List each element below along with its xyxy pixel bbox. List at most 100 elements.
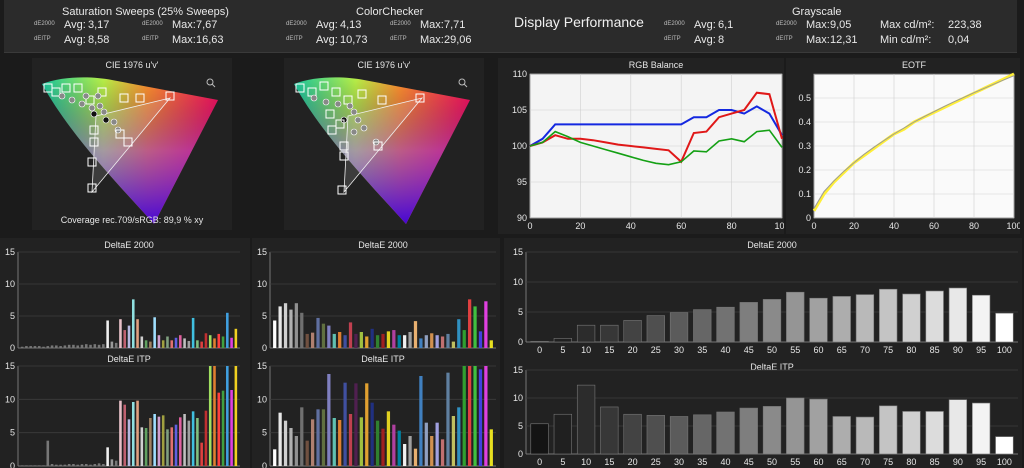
bar: [63, 464, 67, 466]
bar: [408, 436, 412, 466]
y-tick-label: 5: [518, 307, 523, 317]
x-tick-label: 40: [626, 221, 636, 231]
x-tick-label: 70: [860, 457, 870, 467]
bar: [332, 418, 336, 466]
bar: [50, 345, 54, 348]
target-marker: [87, 183, 97, 193]
bar: [144, 340, 148, 348]
bar: [72, 344, 75, 348]
y-tick-label: 0: [10, 343, 15, 352]
bar: [553, 413, 572, 455]
y-tick-label: 5: [262, 311, 267, 321]
bar: [136, 319, 139, 348]
bar: [161, 415, 165, 466]
target-marker: [85, 95, 95, 105]
target-marker: [97, 87, 107, 97]
bar: [310, 332, 315, 348]
bar: [348, 414, 353, 466]
bar: [424, 335, 428, 348]
bar: [413, 321, 418, 348]
bar: [174, 424, 178, 466]
measured-point: [310, 94, 318, 102]
bar: [187, 340, 191, 348]
bar: [440, 439, 445, 466]
bar: [55, 345, 58, 348]
bar: [153, 317, 156, 348]
measured-point: [94, 92, 102, 100]
bar: [29, 346, 32, 348]
bar: [123, 404, 127, 466]
gs-itp-label-2: dEITP: [776, 36, 793, 42]
saturation-deltae2000-chart: DeltaE 2000 0 5 10 15: [0, 238, 250, 352]
bar: [386, 411, 391, 466]
bar: [354, 383, 358, 466]
bar: [832, 416, 851, 455]
cie-chart-1: CIE 1976 u'v' Coverage rec.709/sRGB: 89,9…: [32, 58, 232, 230]
target-marker: [165, 91, 175, 101]
bar: [119, 400, 122, 466]
bar: [149, 341, 152, 348]
bar: [76, 464, 79, 466]
target-marker: [89, 125, 99, 135]
chart-title: EOTF: [902, 60, 927, 70]
x-tick-label: 30: [674, 345, 684, 355]
measured-point: [96, 102, 104, 110]
gs-max-cd-label: Max cd/m²:: [880, 19, 935, 31]
saturation-itp-label: dEITP: [34, 36, 51, 42]
cc-itp-label-2: dEITP: [390, 36, 407, 42]
bar: [430, 333, 434, 348]
bar: [93, 464, 97, 466]
bar: [473, 366, 477, 466]
cie-locus-shade: [294, 77, 470, 224]
bar: [530, 341, 549, 343]
measured-point: [82, 92, 90, 100]
bar: [354, 333, 358, 348]
cie-title: CIE 1976 u'v': [106, 60, 159, 70]
cc-de-label-2: dE2000: [390, 21, 411, 27]
bar: [468, 366, 472, 466]
x-tick-label: 100: [1006, 221, 1020, 231]
bar: [97, 344, 101, 348]
colorchecker-itp-chart: DeltaE ITP 0 5 10 15: [252, 352, 500, 468]
y-tick-label: 5: [262, 428, 267, 438]
gs-max-cd: 223,38: [948, 19, 982, 31]
measured-point: [334, 100, 342, 108]
measured-point: [102, 116, 110, 124]
bar: [55, 464, 58, 466]
bar: [424, 422, 428, 466]
gs-itp-label: dEITP: [664, 36, 681, 42]
bar: [451, 416, 456, 466]
x-tick-label: 45: [744, 345, 754, 355]
bar: [191, 411, 195, 466]
bar: [46, 346, 50, 348]
saturation-avg-itp: 8,58: [88, 34, 110, 46]
bar: [832, 296, 851, 343]
chart-title: DeltaE 2000: [747, 240, 797, 250]
saturation-avg-itp-label: Avg:: [64, 34, 86, 46]
bar: [381, 333, 385, 348]
bar: [669, 312, 689, 343]
y-tick-label: 0: [262, 343, 267, 352]
bar: [196, 340, 199, 348]
y-tick-label: 5: [10, 311, 15, 321]
cc-max-itp-label: Max:: [420, 34, 444, 46]
bar: [20, 346, 24, 348]
bar: [321, 409, 326, 466]
bar: [283, 303, 288, 348]
bar: [300, 312, 304, 348]
bar: [972, 294, 991, 343]
bar: [553, 338, 572, 343]
bar: [221, 390, 225, 466]
measured-point: [350, 128, 358, 136]
saturation-itp-chart: DeltaE ITP 0 5 10 15: [0, 352, 250, 468]
bar: [440, 336, 445, 348]
saturation-max-itp-label: Max:: [172, 34, 196, 46]
bar: [646, 315, 665, 343]
bar: [762, 406, 782, 455]
bar: [300, 407, 304, 466]
y-tick-label: 110: [513, 69, 527, 79]
x-tick-label: 85: [930, 345, 940, 355]
bar: [170, 427, 174, 466]
cc-itp-label: dEITP: [286, 36, 303, 42]
y-tick-label: 0: [518, 337, 523, 347]
